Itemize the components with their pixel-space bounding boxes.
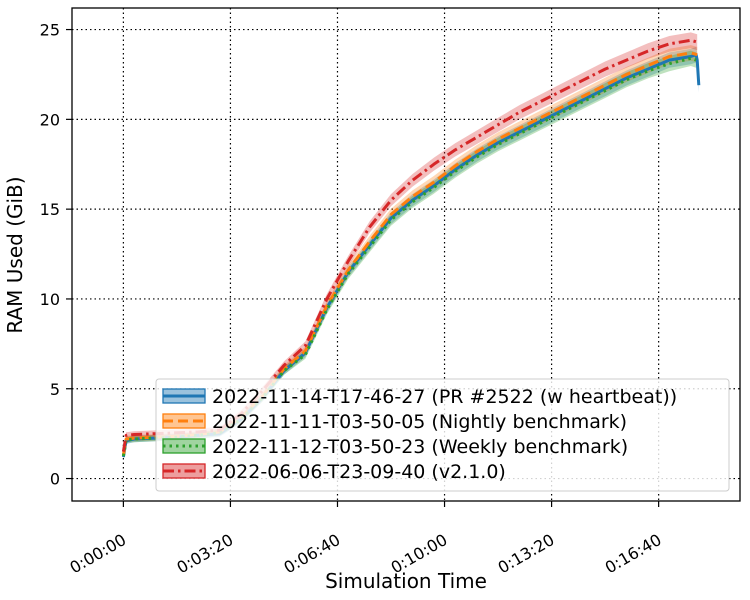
series-line-1 [121,51,698,456]
y-axis-ticks: 0 5 10 15 20 25 [40,21,72,489]
legend-label-3: 2022-06-06-T23-09-40 (v2.1.0) [212,461,506,483]
x-axis-label: Simulation Time [325,569,487,593]
legend-label-0: 2022-11-14-T17-46-27 (PR #2522 (w heartb… [212,386,677,408]
legend-label-1: 2022-11-11-T03-50-05 (Nightly benchmark) [212,411,627,433]
y-tick-label: 20 [40,110,60,129]
y-tick-label: 15 [40,200,60,219]
plot-frame [71,7,741,502]
y-tick-label: 25 [40,21,60,40]
y-tick-label: 10 [40,290,60,309]
legend-label-2: 2022-11-12-T03-50-23 (Weekly benchmark) [212,436,628,458]
y-axis-label: RAM Used (GiB) [3,176,27,333]
legend-box [155,378,730,492]
y-tick-label: 5 [50,380,60,399]
series-line-3 [121,38,698,452]
y-tick-label: 0 [50,470,60,489]
legend: 2022-11-14-T17-46-27 (PR #2522 (w heartb… [155,378,730,492]
